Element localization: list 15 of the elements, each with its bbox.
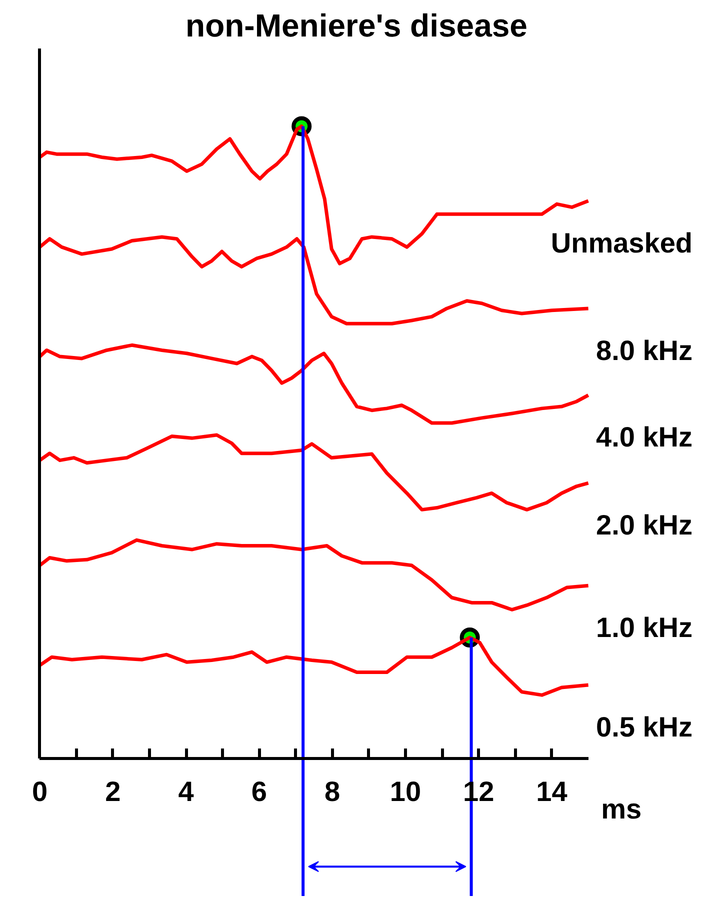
chart-title: non-Meniere's disease (186, 8, 528, 44)
x-tick-label: 10 (390, 776, 422, 807)
x-tick-label: 8 (324, 776, 340, 807)
series-label: 2.0 kHz (596, 510, 693, 541)
series-label: 0.5 kHz (596, 711, 693, 742)
x-axis-title: ms (601, 793, 642, 824)
x-tick-label: 14 (536, 776, 568, 807)
x-tick-label: 0 (32, 776, 48, 807)
series-label: 8.0 kHz (596, 334, 693, 366)
series-label: 4.0 kHz (596, 422, 693, 453)
series-label: 1.0 kHz (596, 612, 693, 644)
x-tick-label: 6 (251, 776, 267, 807)
series-label: Unmasked (550, 227, 693, 258)
x-tick-label: 2 (105, 776, 121, 807)
x-tick-label: 4 (178, 776, 194, 807)
